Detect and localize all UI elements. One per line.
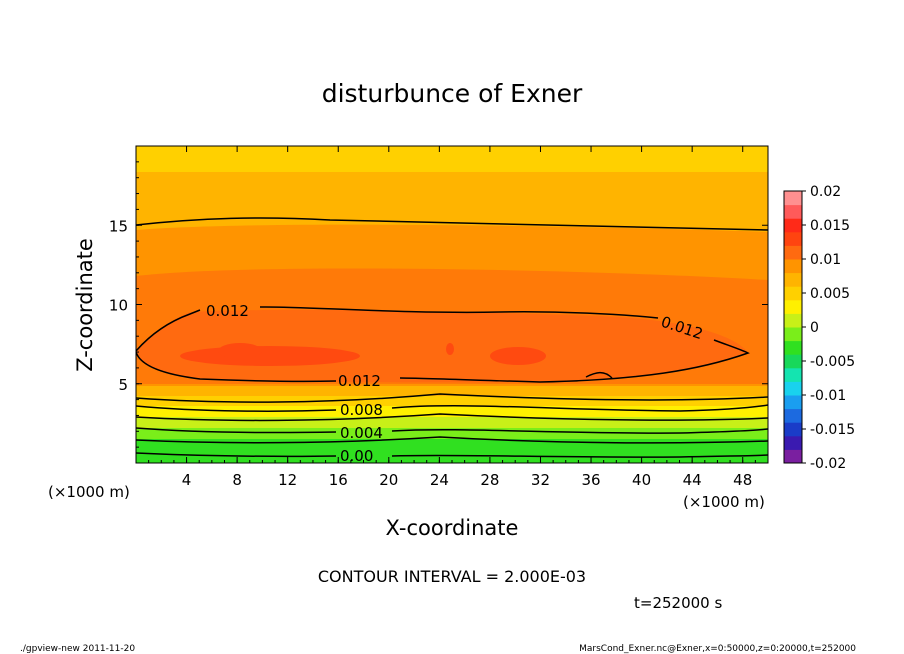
max-cell-small: [446, 343, 454, 355]
colorbar-segment: [784, 422, 802, 437]
contour-label-0008: 0.008: [340, 401, 383, 419]
x-unit-left: (×1000 m): [48, 483, 130, 501]
colorbar-tick-label: 0: [810, 320, 819, 336]
colorbar-segment: [784, 395, 802, 410]
y-tick-marks: 5 10 15: [109, 161, 768, 448]
x-tick-label: 24: [430, 471, 449, 489]
footer-right: MarsCond_Exner.nc@Exner,x=0:50000,z=0:20…: [579, 644, 856, 654]
colorbar-tick-label: -0.01: [810, 388, 846, 404]
x-tick-label: 36: [581, 471, 600, 489]
x-tick-label: 32: [531, 471, 550, 489]
footer-left: ./gpview-new 2011-11-20: [20, 644, 135, 654]
x-tick-label: 4: [182, 471, 192, 489]
time-text: t=252000 s: [634, 594, 722, 612]
x-axis-label: X-coordinate: [386, 516, 519, 540]
x-tick-marks: 4 8 12 16 20 24 28 32 36 40 44 48: [148, 146, 756, 489]
colorbar-tick-label: -0.005: [810, 354, 855, 370]
band-top-yellow: [136, 146, 768, 174]
colorbar-tick-label: 0.02: [810, 184, 841, 200]
contour-label-0012-c: 0.012: [338, 372, 381, 390]
colorbar-segment: [784, 245, 802, 260]
contour-interval-text: CONTOUR INTERVAL = 2.000E-03: [318, 567, 586, 586]
chart-title: disturbunce of Exner: [322, 79, 583, 108]
x-tick-label: 44: [683, 471, 702, 489]
band-lightgreen: [136, 425, 768, 439]
contour-line-low-6: [136, 452, 768, 458]
plot-area: 0.012 0.012 0.012 0.008 0.004 0.00 4 8 12 1…: [109, 145, 769, 489]
x-tick-label: 40: [632, 471, 651, 489]
x-tick-label: 28: [480, 471, 499, 489]
colorbar: 0.02 0.015 0.01 0.005 0 -0.005 -0.01 -0.015 -0.0…: [783, 184, 855, 472]
colorbar-segment: [784, 272, 802, 287]
contour-lines: [136, 217, 768, 458]
colorbar-segment: [784, 218, 802, 233]
x-unit-right: (×1000 m): [683, 493, 765, 511]
colorbar-segment: [784, 435, 802, 450]
colorbar-segment: [784, 191, 802, 206]
y-tick-label: 10: [109, 297, 128, 315]
x-tick-label: 8: [232, 471, 242, 489]
colorbar-tick-label: -0.015: [810, 422, 855, 438]
band-green: [136, 436, 768, 463]
x-tick-label: 20: [379, 471, 398, 489]
colorbar-tick-label: 0.005: [810, 286, 850, 302]
max-cell-right: [490, 347, 546, 365]
contour-line-low-2: [136, 404, 768, 412]
contour-label-0004: 0.004: [340, 424, 383, 442]
colorbar-segment: [784, 299, 802, 314]
band-yellow: [136, 404, 768, 417]
colorbar-segment: [784, 367, 802, 382]
colorbar-segments: [784, 191, 802, 464]
y-tick-label: 5: [118, 376, 128, 394]
max-cell-left: [180, 346, 360, 366]
band-amber-low: [136, 384, 768, 396]
colorbar-tick-label: 0.015: [810, 218, 850, 234]
colorbar-segment: [784, 354, 802, 369]
contour-line-low-1: [136, 393, 768, 403]
band-gold-low: [136, 394, 768, 406]
colorbar-tick-label: 0.01: [810, 252, 841, 268]
colorbar-segment: [784, 449, 802, 464]
contour-line-low-4: [136, 427, 768, 434]
max-cell-mid: [218, 343, 262, 359]
contour-line-top: [136, 217, 768, 231]
colorbar-segment: [784, 231, 802, 246]
x-tick-label: 16: [329, 471, 348, 489]
colorbar-segment: [784, 204, 802, 219]
colorbar-segment: [784, 327, 802, 342]
colorbar-segment: [784, 340, 802, 355]
y-axis-label: Z-coordinate: [73, 238, 97, 372]
y-tick-label: 15: [109, 217, 128, 235]
colorbar-segment: [784, 286, 802, 301]
contour-line-ripple: [585, 371, 613, 379]
colorbar-segment: [784, 259, 802, 274]
contour-line-low-5: [136, 436, 768, 444]
contour-label-0012-a: 0.012: [206, 302, 249, 320]
contour-label-000: 0.00: [340, 447, 373, 465]
colorbar-segment: [784, 381, 802, 396]
colorbar-segment: [784, 408, 802, 423]
x-tick-label: 12: [278, 471, 297, 489]
colorbar-tick-labels: 0.02 0.015 0.01 0.005 0 -0.005 -0.01 -0.015 -0.0…: [802, 184, 855, 472]
colorbar-tick-label: -0.02: [810, 456, 846, 472]
contour-line-0012-upper: [136, 306, 750, 383]
colorbar-segment: [784, 313, 802, 328]
band-yellowgreen: [136, 414, 768, 428]
x-tick-label: 48: [733, 471, 752, 489]
band-upper-amber: [136, 172, 768, 232]
contour-line-low-3: [136, 413, 768, 422]
